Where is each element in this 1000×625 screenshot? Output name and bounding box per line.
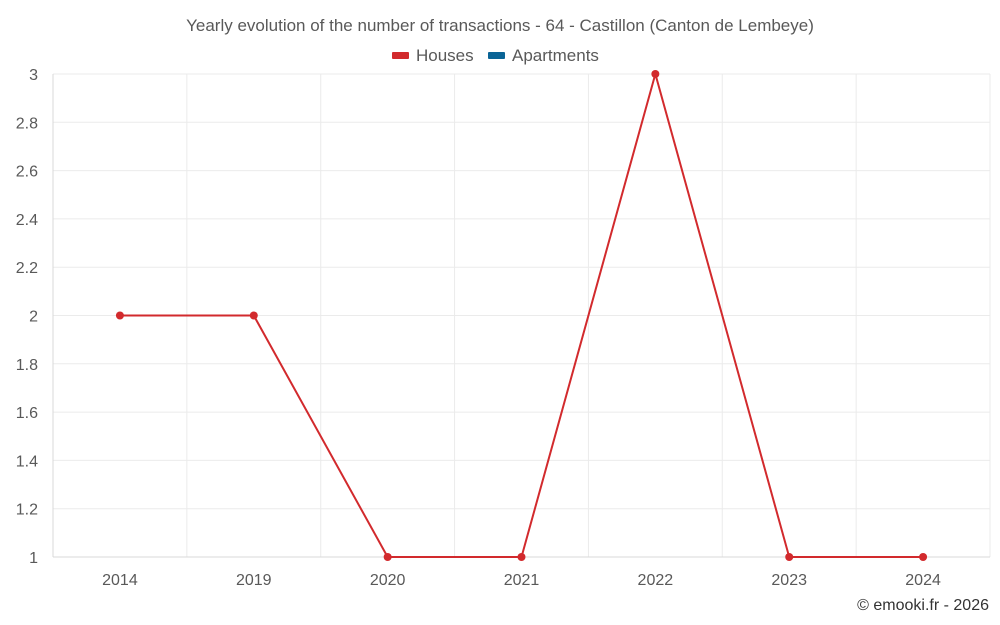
- x-tick-label: 2024: [905, 572, 941, 589]
- x-tick-label: 2014: [102, 572, 138, 589]
- data-point-houses[interactable]: [249, 311, 258, 320]
- y-tick-label: 1.8: [16, 357, 38, 374]
- y-tick-label: 3: [29, 67, 38, 84]
- y-tick-label: 1.4: [16, 453, 38, 470]
- series: [115, 70, 928, 561]
- y-tick-label: 1.2: [16, 502, 38, 519]
- chart-title: Yearly evolution of the number of transa…: [186, 16, 814, 35]
- data-point-houses[interactable]: [651, 70, 660, 78]
- data-point-houses[interactable]: [115, 311, 124, 320]
- y-tick-label: 2: [29, 309, 38, 326]
- data-point-houses[interactable]: [383, 553, 392, 561]
- y-tick-label: 1.6: [16, 405, 38, 422]
- y-tick-label: 2.4: [16, 212, 38, 229]
- x-axis-ticks: 2014 2019 2020 2021 2022 2023 2024: [102, 572, 941, 589]
- x-tick-label: 2021: [504, 572, 540, 589]
- footer-credit: © emooki.fr - 2026: [857, 597, 989, 614]
- x-tick-label: 2023: [771, 572, 807, 589]
- data-point-houses[interactable]: [517, 553, 526, 561]
- data-point-houses[interactable]: [919, 553, 928, 561]
- legend-label-apartments: Apartments: [512, 46, 599, 65]
- y-axis-ticks: 1 1.2 1.4 1.6 1.8 2 2.2 2.4 2.6 2.8 3: [16, 67, 38, 567]
- data-point-houses[interactable]: [785, 553, 794, 561]
- y-tick-label: 2.2: [16, 260, 38, 277]
- y-tick-label: 2.6: [16, 164, 38, 181]
- x-tick-label: 2019: [236, 572, 272, 589]
- x-tick-label: 2022: [638, 572, 674, 589]
- legend-item-houses[interactable]: Houses: [392, 46, 474, 65]
- y-tick-label: 1: [29, 550, 38, 567]
- legend-swatch-apartments: [488, 52, 505, 59]
- x-tick-label: 2020: [370, 572, 406, 589]
- y-tick-label: 2.8: [16, 115, 38, 132]
- legend-swatch-houses: [392, 52, 409, 59]
- legend-label-houses: Houses: [416, 46, 474, 65]
- legend: Houses Apartments: [392, 46, 599, 65]
- legend-item-apartments[interactable]: Apartments: [488, 46, 599, 65]
